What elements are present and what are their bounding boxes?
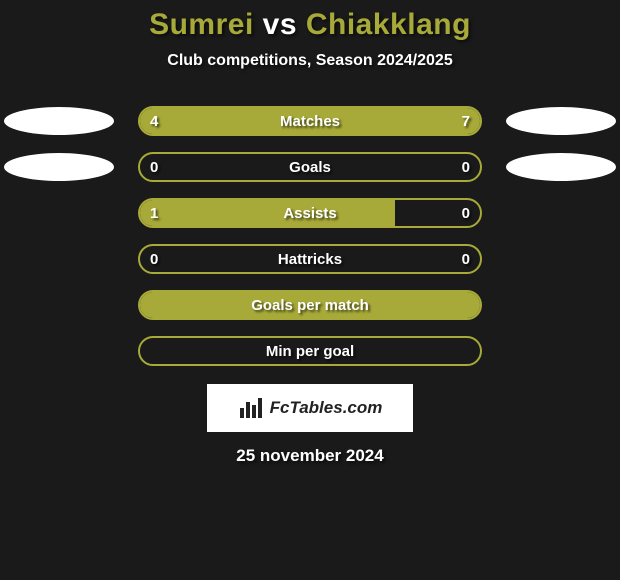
footer-date: 25 november 2024 bbox=[0, 446, 620, 466]
stat-row: 47Matches bbox=[0, 98, 620, 144]
stat-row: Goals per match bbox=[0, 282, 620, 328]
stat-left-value: 0 bbox=[150, 246, 158, 272]
stat-bar: 0 0Goals bbox=[138, 152, 482, 182]
stat-label: Hattricks bbox=[140, 246, 480, 272]
vs-label: vs bbox=[263, 8, 297, 41]
player1-name: Sumrei bbox=[149, 8, 254, 41]
subtitle: Club competitions, Season 2024/2025 bbox=[0, 52, 620, 70]
player2-avatar bbox=[506, 153, 616, 181]
stat-bar: 47Matches bbox=[138, 106, 482, 136]
bar-left-fill bbox=[140, 200, 395, 226]
bar-left-fill bbox=[140, 292, 480, 318]
player2-name: Chiakklang bbox=[306, 8, 471, 41]
stat-label: Goals bbox=[140, 154, 480, 180]
player1-avatar bbox=[4, 107, 114, 135]
stat-bar: 10Assists bbox=[138, 198, 482, 228]
stat-row: Min per goal bbox=[0, 328, 620, 374]
page-title: Sumrei vs Chiakklang bbox=[0, 8, 620, 42]
player1-avatar bbox=[4, 153, 114, 181]
bar-right-fill bbox=[264, 108, 480, 134]
stat-right-value: 0 bbox=[462, 154, 470, 180]
stats-rows: 47Matches00Goals10Assists00HattricksGoal… bbox=[0, 98, 620, 374]
stat-left-value: 4 bbox=[150, 108, 158, 134]
stat-bar: 0 0Hattricks bbox=[138, 244, 482, 274]
stat-right-value: 7 bbox=[462, 108, 470, 134]
brand-badge: FcTables.com bbox=[207, 384, 413, 432]
brand-text: FcTables.com bbox=[270, 398, 383, 418]
stat-left-value: 0 bbox=[150, 154, 158, 180]
stat-row: 0 0Goals bbox=[0, 144, 620, 190]
stat-label: Min per goal bbox=[140, 338, 480, 364]
stat-bar: Goals per match bbox=[138, 290, 482, 320]
stat-row: 0 0Hattricks bbox=[0, 236, 620, 282]
comparison-card: Sumrei vs Chiakklang Club competitions, … bbox=[0, 0, 620, 580]
bar-left-fill bbox=[140, 108, 264, 134]
stat-right-value: 0 bbox=[462, 246, 470, 272]
stat-right-value: 0 bbox=[462, 200, 470, 226]
stat-row: 10Assists bbox=[0, 190, 620, 236]
player2-avatar bbox=[506, 107, 616, 135]
stat-bar: Min per goal bbox=[138, 336, 482, 366]
brand-icon bbox=[238, 396, 264, 420]
stat-left-value: 1 bbox=[150, 200, 158, 226]
